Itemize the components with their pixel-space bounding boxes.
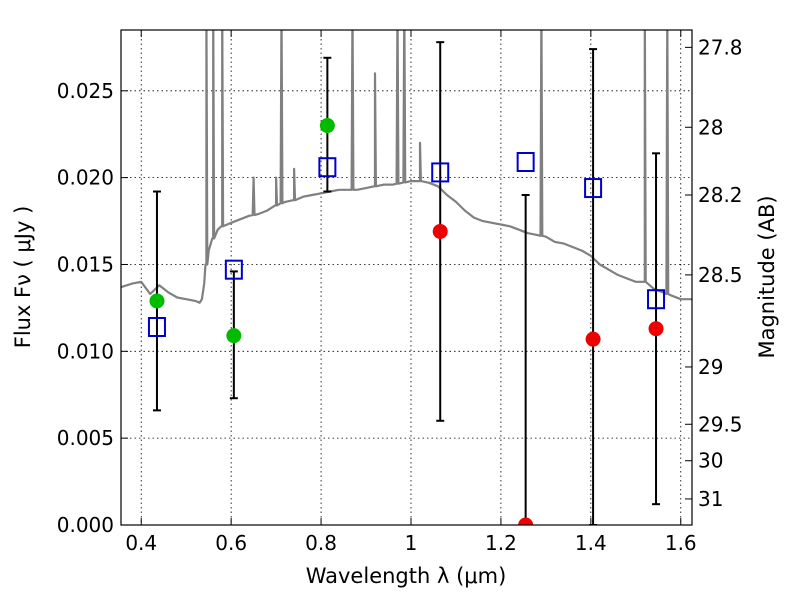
y-tick-label: 0.000 [57,513,114,537]
right-tick-label: 31 [698,487,723,511]
model-photometry-square [318,157,337,178]
model-photometry-square [584,178,603,199]
grid [121,30,692,525]
detection-point [149,293,165,309]
y-tick-label: 0.010 [57,339,114,363]
model-spectrum-group [121,30,692,304]
x-tick-label: 1.4 [575,531,607,555]
right-tick-label: 28.2 [698,183,743,207]
detection-point [319,118,335,134]
model-photometry-square [147,317,166,337]
model-spectrum-line [121,30,692,304]
y-tick-label: 0.015 [57,252,114,276]
x-tick-label: 1.6 [665,531,697,555]
plot-area [121,30,692,525]
plot-frame [120,29,693,526]
data-markers [147,118,666,525]
right-tick-label: 29.5 [698,412,743,436]
right-tick-label: 29 [698,355,723,379]
nondetection-point [648,321,664,337]
x-tick-label: 0.6 [215,531,247,555]
y-tick-label: 0.025 [57,79,114,103]
right-tick-label: 28.5 [698,263,743,287]
nondetection-point [585,331,601,347]
x-tick-label: 1.2 [485,531,517,555]
axis-ticks [121,30,692,526]
nondetection-point [432,223,448,239]
model-photometry-square [431,162,450,183]
right-tick-label: 30 [698,449,723,473]
model-photometry-square [647,289,666,310]
x-tick-label: 1 [405,531,418,555]
y-tick-label: 0.020 [57,166,114,190]
y-tick-label: 0.005 [57,426,114,450]
model-photometry-square [224,259,243,280]
right-tick-label: 28 [698,115,723,139]
model-photometry-square [516,152,535,172]
x-axis-label: Wavelength λ (μm) [306,564,507,588]
x-tick-label: 0.8 [305,531,337,555]
detection-point [226,328,242,344]
x-tick-label: 0.4 [125,531,157,555]
nondetection-point [518,517,534,525]
y-axis-label-right: Magnitude (AB) [755,195,779,358]
y-axis-label-left: Flux Fν ( μJy ) [11,206,35,349]
right-tick-label: 27.8 [698,35,743,59]
tick-labels: 0.4 0.6 0.8 1 1.2 1.4 1.6 0.000 0.005 0.010 0.015 0… [57,35,743,555]
